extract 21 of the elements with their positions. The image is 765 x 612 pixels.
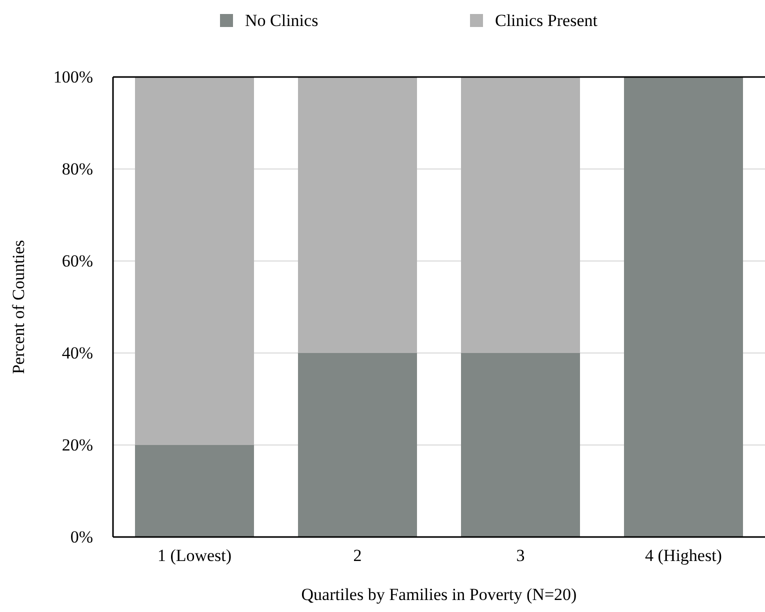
y-tick-label: 40% — [62, 343, 93, 362]
bar — [298, 353, 417, 537]
y-tick-label: 0% — [70, 527, 93, 546]
y-axis-title: Percent of Counties — [9, 240, 28, 374]
bar — [135, 445, 254, 537]
bar — [298, 77, 417, 353]
legend-label: Clinics Present — [495, 11, 598, 30]
bar — [461, 77, 580, 353]
x-axis-title: Quartiles by Families in Poverty (N=20) — [301, 585, 577, 604]
legend-label: No Clinics — [245, 11, 318, 30]
y-tick-label: 60% — [62, 251, 93, 270]
bar — [461, 353, 580, 537]
y-tick-label: 20% — [62, 435, 93, 454]
x-tick-label: 1 (Lowest) — [157, 546, 232, 566]
x-tick-label: 4 (Highest) — [645, 546, 722, 566]
x-tick-label: 2 — [353, 546, 362, 566]
y-tick-label: 100% — [53, 67, 93, 86]
bar — [135, 77, 254, 445]
x-tick-label: 3 — [516, 546, 525, 566]
bar — [624, 77, 743, 537]
y-tick-label: 80% — [62, 159, 93, 178]
